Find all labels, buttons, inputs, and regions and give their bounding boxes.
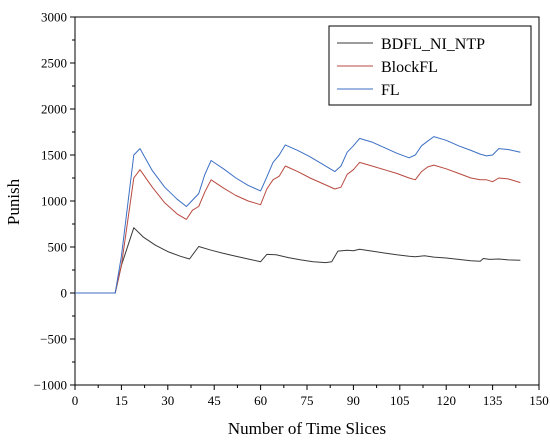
x-tick-label: 150 (529, 393, 549, 408)
y-tick-label: −500 (40, 332, 67, 347)
series-lines (75, 136, 521, 294)
x-tick-label: 120 (436, 393, 456, 408)
x-tick-label: 90 (347, 393, 360, 408)
x-tick-label: 15 (115, 393, 128, 408)
x-tick-label: 0 (72, 393, 79, 408)
y-tick-label: −1000 (34, 378, 67, 393)
axis-ticks: 0 15 30 45 60 75 90 105 120 135 150 −1000 −500 0 500 10… (34, 10, 549, 409)
series-line-blockfl (75, 161, 521, 294)
x-tick-label: 135 (483, 393, 503, 408)
y-tick-label: 2500 (41, 56, 67, 71)
y-axis-title: Punish (4, 178, 23, 225)
y-tick-label: 2000 (41, 102, 67, 117)
x-tick-label: 45 (208, 393, 221, 408)
x-tick-label: 105 (390, 393, 410, 408)
series-line-bdfl-ni-ntp (75, 227, 521, 294)
x-tick-label: 60 (254, 393, 267, 408)
series-line-fl (75, 136, 521, 294)
y-tick-label: 3000 (41, 10, 67, 25)
x-axis-title: Number of Time Slices (228, 419, 386, 438)
legend: BDFL_NI_NTP BlockFL FL (328, 25, 532, 106)
legend-label: BDFL_NI_NTP (381, 36, 485, 53)
y-tick-label: 1500 (41, 148, 67, 163)
x-tick-label: 30 (161, 393, 174, 408)
y-tick-label: 500 (48, 240, 68, 255)
legend-label: FL (381, 82, 400, 99)
x-tick-label: 75 (301, 393, 314, 408)
y-tick-label: 0 (61, 286, 68, 301)
y-tick-label: 1000 (41, 194, 67, 209)
legend-label: BlockFL (381, 59, 438, 76)
